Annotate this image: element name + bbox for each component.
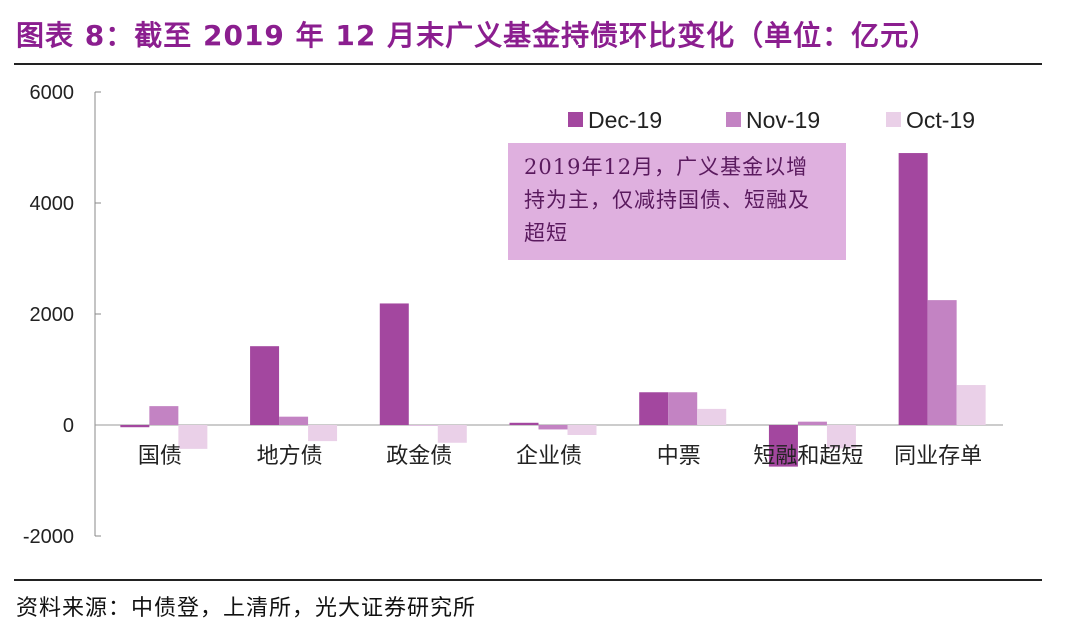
- bar-Oct-19: [178, 425, 208, 449]
- bar-Nov-19: [797, 421, 827, 425]
- bar-Dec-19: [379, 303, 409, 425]
- y-tick-label: -2000: [23, 526, 74, 548]
- bar-Dec-19: [250, 346, 280, 425]
- x-category-label: 企业债: [516, 444, 582, 469]
- legend-label: Dec-19: [588, 107, 662, 133]
- legend-label: Nov-19: [746, 107, 820, 133]
- y-tick-label: 6000: [30, 82, 75, 104]
- bar-Oct-19: [956, 385, 986, 425]
- bar-Nov-19: [927, 300, 957, 425]
- top-rule: [14, 63, 1042, 65]
- legend-swatch: [726, 112, 741, 127]
- y-tick-label: 2000: [30, 304, 75, 326]
- bar-Oct-19: [826, 425, 856, 449]
- y-tick-label: 4000: [30, 193, 75, 215]
- x-category-label: 同业存单: [894, 444, 982, 469]
- x-category-label: 中票: [657, 444, 701, 469]
- annotation-box: 2019年12月，广义基金以增持为主，仅减持国债、短融及超短: [508, 143, 846, 260]
- bar-Oct-19: [308, 425, 338, 442]
- bar-Dec-19: [639, 392, 669, 425]
- source-note: 资料来源：中债登，上清所，光大证券研究所: [16, 596, 477, 621]
- bar-Nov-19: [538, 425, 568, 430]
- y-tick-label: 0: [63, 415, 74, 437]
- x-category-label: 地方债: [257, 444, 323, 469]
- bar-Oct-19: [567, 425, 597, 435]
- bar-Oct-19: [697, 408, 727, 425]
- bar-Nov-19: [668, 392, 698, 425]
- legend-swatch: [886, 112, 901, 127]
- chart-title: 图表 8：截至 2019 年 12 月末广义基金持债环比变化（单位：亿元）: [16, 19, 939, 52]
- bar-Nov-19: [279, 416, 309, 425]
- bar-Dec-19: [768, 425, 798, 467]
- bar-Nov-19: [149, 406, 179, 425]
- bar-Oct-19: [437, 425, 467, 443]
- legend-label: Oct-19: [906, 107, 975, 133]
- x-category-label: 政金债: [386, 444, 452, 469]
- legend-swatch: [568, 112, 583, 127]
- bar-Dec-19: [120, 425, 150, 428]
- bar-Dec-19: [509, 422, 539, 425]
- x-category-label: 国债: [138, 444, 182, 469]
- bottom-rule: [14, 579, 1042, 581]
- x-category-label: 短融和超短: [753, 444, 863, 469]
- bar-Dec-19: [898, 153, 928, 426]
- bar-Nov-19: [408, 425, 438, 426]
